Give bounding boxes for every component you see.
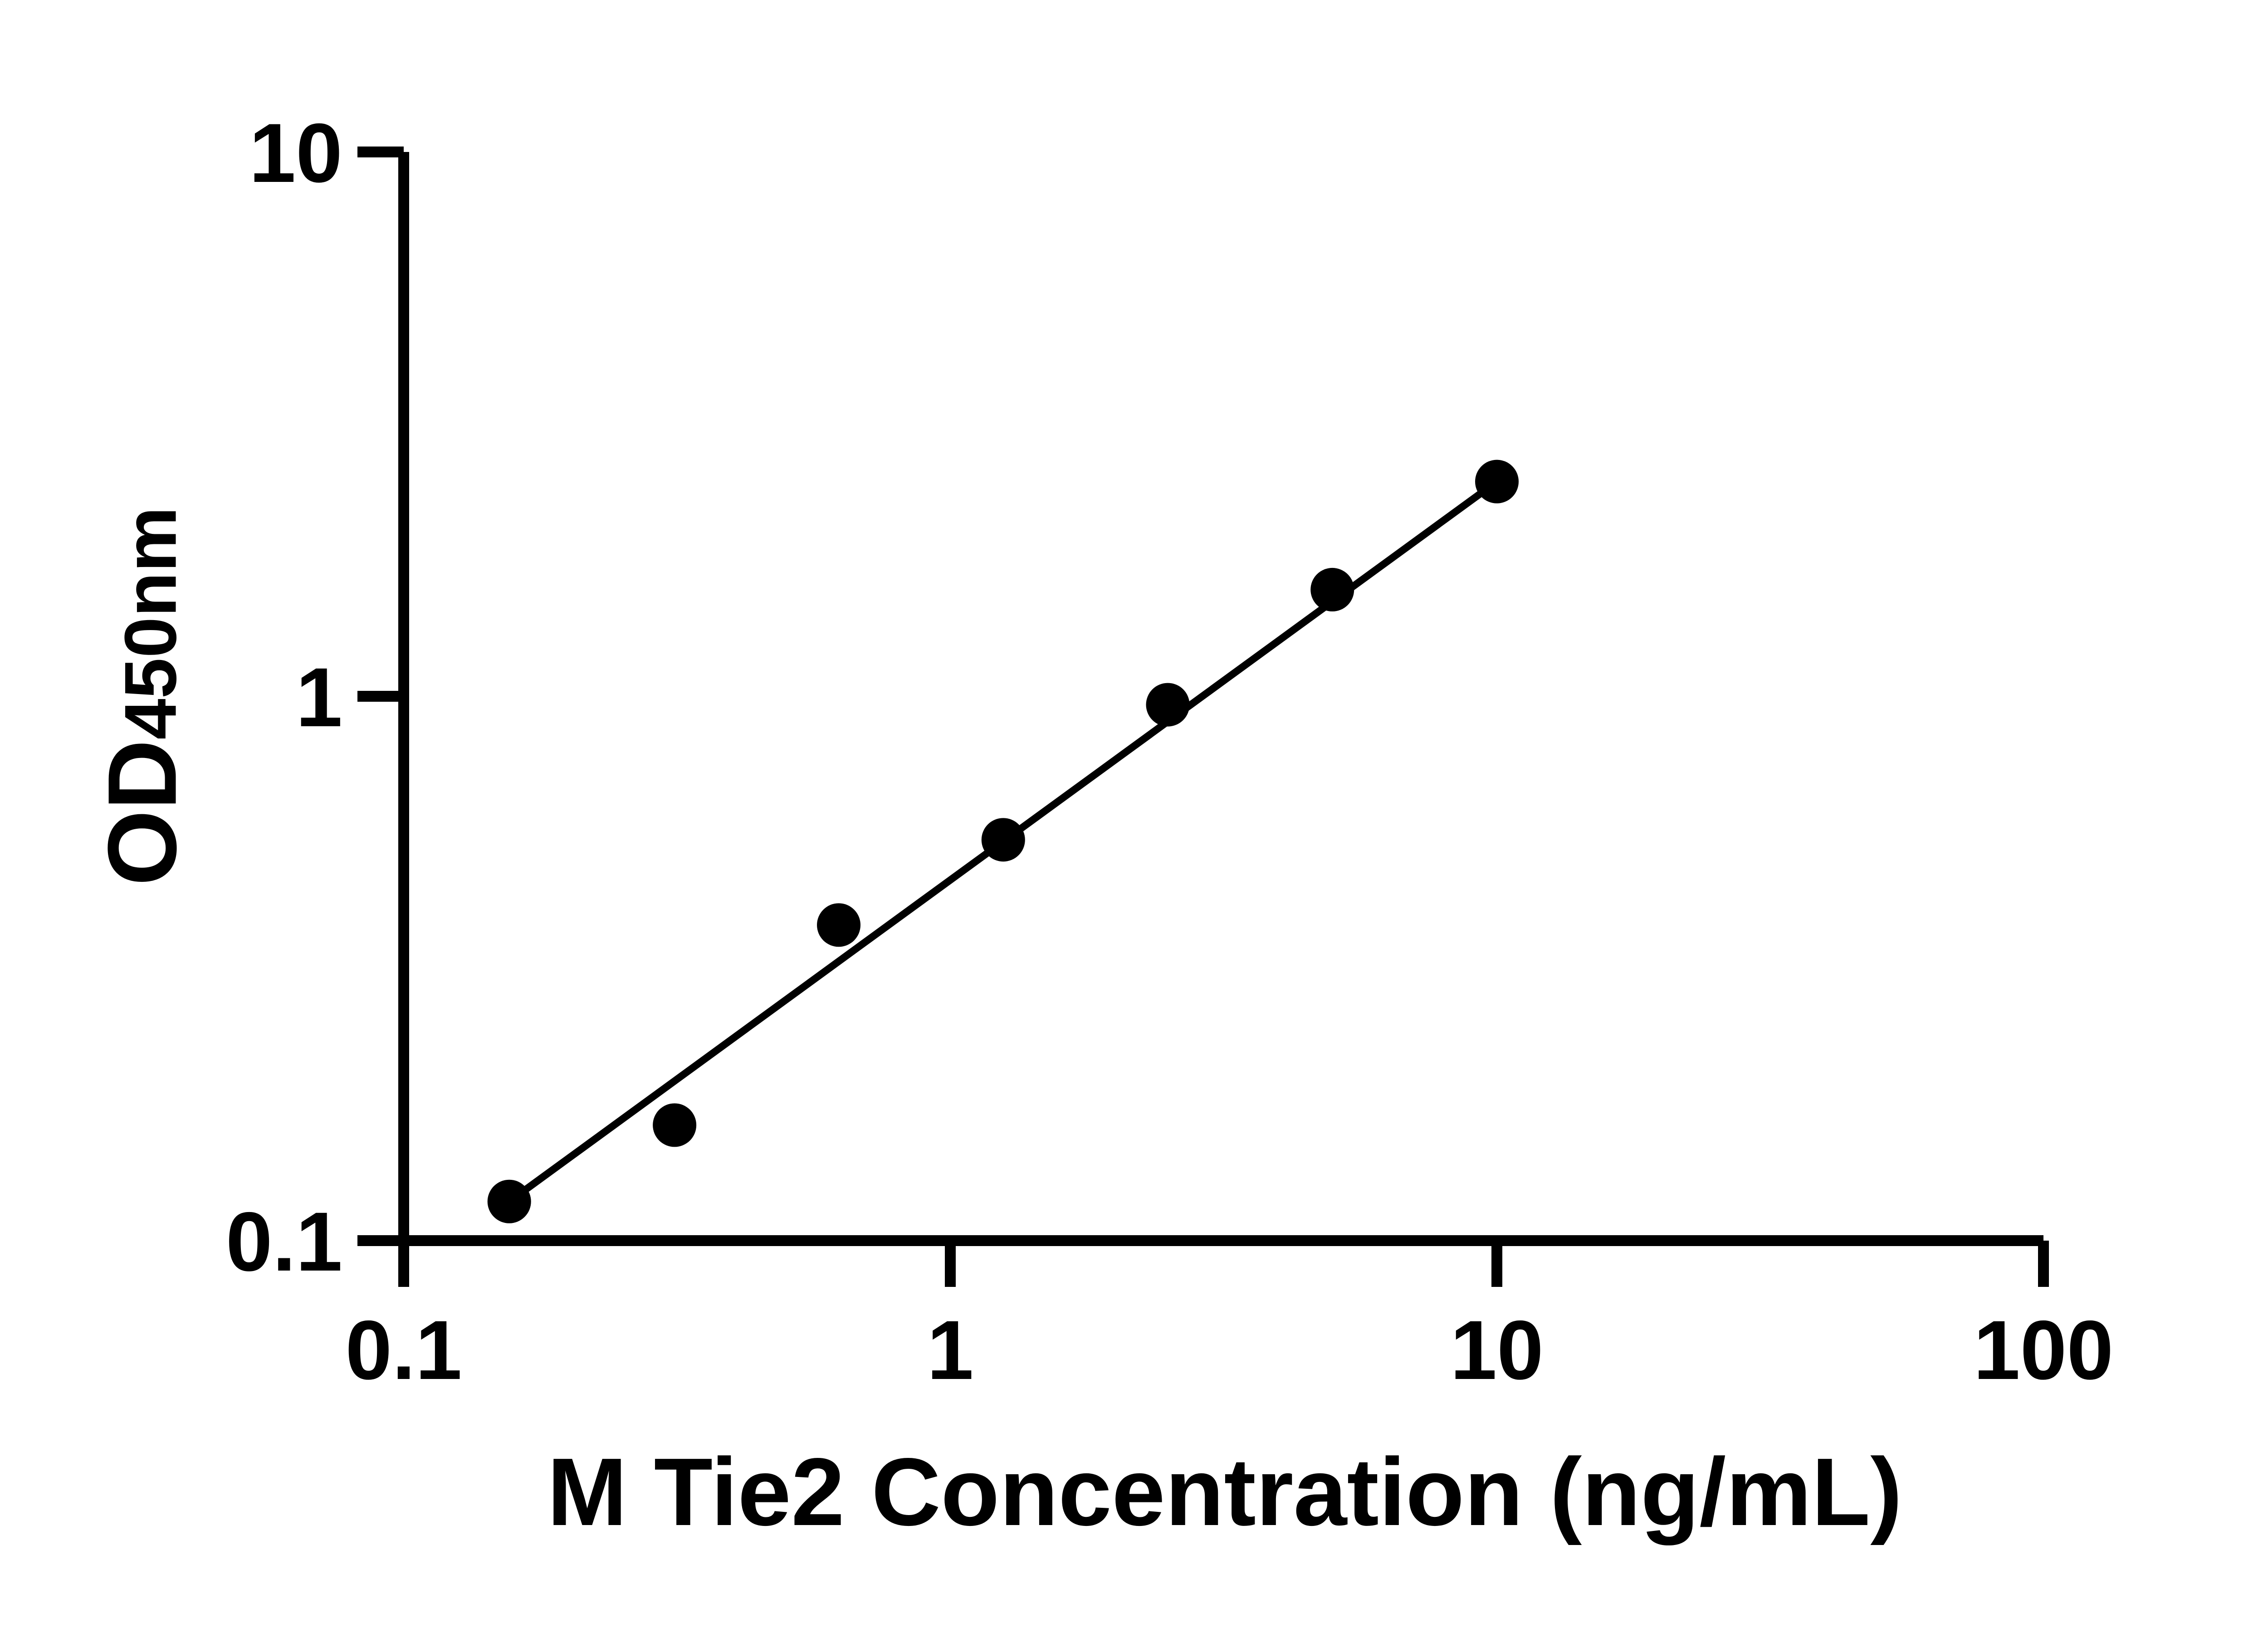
data-point [981, 818, 1025, 862]
x-axis-title: M Tie2 Concentration (ng/mL) [547, 1438, 1902, 1545]
y-axis-title-sub: 450nm [110, 507, 192, 739]
axis-frame [398, 152, 2043, 1246]
y-axis-tick-label: 0.1 [226, 1195, 342, 1289]
data-point [817, 903, 861, 947]
data-point [1310, 567, 1354, 611]
data-point [1475, 460, 1519, 504]
y-axis-title-main: OD [88, 739, 197, 886]
x-axis-tick-label: 1 [927, 1304, 974, 1397]
y-axis-tick-label: 10 [249, 107, 342, 200]
y-axis-tick-label: 1 [296, 651, 342, 744]
data-point [487, 1179, 531, 1223]
data-point [1146, 683, 1190, 727]
data-point [653, 1103, 697, 1147]
x-axis-tick-label: 10 [1450, 1304, 1544, 1397]
y-axis-title: OD450nm [88, 507, 197, 886]
x-axis-tick-label: 100 [1974, 1304, 2114, 1397]
plot-area: 0.1 1 10 100 0.1 1 10 [226, 107, 2114, 1397]
x-axis-tick-label: 0.1 [345, 1304, 462, 1397]
